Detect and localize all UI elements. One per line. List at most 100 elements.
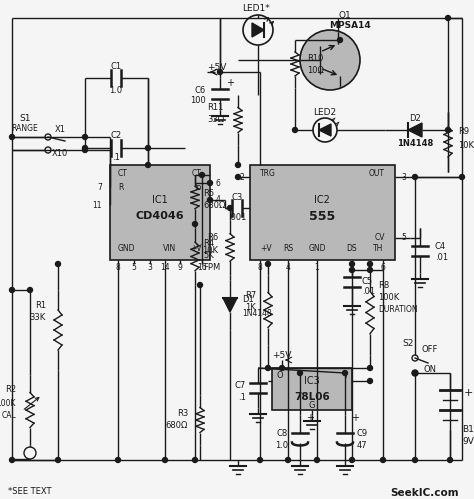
Text: S2: S2 xyxy=(402,338,414,347)
Circle shape xyxy=(315,458,319,463)
Text: IC2: IC2 xyxy=(314,195,330,205)
Circle shape xyxy=(208,181,212,186)
Text: 10Ω: 10Ω xyxy=(307,65,324,74)
Text: MPSA14: MPSA14 xyxy=(329,20,371,29)
Circle shape xyxy=(381,458,385,463)
Text: I: I xyxy=(345,371,347,381)
Circle shape xyxy=(349,458,355,463)
Circle shape xyxy=(200,173,204,178)
Text: B1: B1 xyxy=(462,426,474,435)
Circle shape xyxy=(146,146,151,151)
Text: 10K: 10K xyxy=(458,141,474,150)
Text: +5V: +5V xyxy=(207,62,227,71)
Circle shape xyxy=(292,128,298,133)
Text: CD4046: CD4046 xyxy=(136,211,184,221)
Circle shape xyxy=(446,128,450,133)
Text: CT: CT xyxy=(192,169,202,178)
Text: R1: R1 xyxy=(35,300,46,309)
Text: SeekIC.com: SeekIC.com xyxy=(390,488,459,498)
Text: X1: X1 xyxy=(55,126,65,135)
Polygon shape xyxy=(252,23,264,37)
Text: C5: C5 xyxy=(362,277,373,286)
Text: DS: DS xyxy=(346,244,357,252)
Circle shape xyxy=(298,370,302,376)
Text: 16: 16 xyxy=(197,263,207,272)
Text: +5V: +5V xyxy=(272,351,292,360)
Circle shape xyxy=(236,163,240,168)
Text: RS: RS xyxy=(283,244,293,252)
Text: .01: .01 xyxy=(435,253,448,262)
Circle shape xyxy=(412,458,418,463)
Polygon shape xyxy=(408,123,422,137)
Circle shape xyxy=(280,365,284,370)
Text: CT: CT xyxy=(118,169,128,178)
Text: D1: D1 xyxy=(242,295,254,304)
Text: OFF: OFF xyxy=(422,345,438,354)
Text: TH: TH xyxy=(373,244,383,252)
Circle shape xyxy=(236,175,240,180)
Text: R7: R7 xyxy=(245,290,256,299)
Text: 7: 7 xyxy=(97,183,102,192)
Text: Q1: Q1 xyxy=(338,10,351,19)
Circle shape xyxy=(27,287,33,292)
Text: TRG: TRG xyxy=(260,169,276,178)
Text: D2: D2 xyxy=(409,113,421,122)
Text: 1.0: 1.0 xyxy=(275,441,288,450)
Text: IC3: IC3 xyxy=(304,376,320,386)
Circle shape xyxy=(349,267,355,272)
Circle shape xyxy=(55,261,61,266)
Text: .01: .01 xyxy=(362,287,375,296)
Polygon shape xyxy=(223,298,237,312)
Circle shape xyxy=(163,458,167,463)
Text: 33K: 33K xyxy=(30,312,46,321)
Text: 1: 1 xyxy=(315,263,319,272)
Text: OUT: OUT xyxy=(369,169,385,178)
Circle shape xyxy=(446,15,450,20)
Text: GND: GND xyxy=(118,244,136,252)
Circle shape xyxy=(300,30,360,90)
Text: FPM: FPM xyxy=(203,262,220,271)
Polygon shape xyxy=(319,124,331,136)
Text: 78L06: 78L06 xyxy=(294,392,330,402)
Text: X10: X10 xyxy=(52,149,68,158)
Text: 100: 100 xyxy=(190,95,206,104)
Text: 100K: 100K xyxy=(378,292,399,301)
Text: 5K: 5K xyxy=(203,250,214,259)
Text: 47: 47 xyxy=(357,441,368,450)
Text: 680Ω: 680Ω xyxy=(165,421,188,430)
Text: R5: R5 xyxy=(203,189,214,198)
Text: DURATION: DURATION xyxy=(378,305,418,314)
Text: C1: C1 xyxy=(110,61,121,70)
Text: CV: CV xyxy=(374,234,385,243)
Circle shape xyxy=(367,379,373,384)
Text: fo: fo xyxy=(195,183,202,192)
Text: 100K: 100K xyxy=(0,399,16,408)
Text: 1.0: 1.0 xyxy=(109,85,123,94)
Circle shape xyxy=(192,222,198,227)
Text: 6: 6 xyxy=(381,263,385,272)
Text: R9: R9 xyxy=(458,128,469,137)
Text: C9: C9 xyxy=(357,429,368,438)
Text: G: G xyxy=(309,401,315,410)
Text: R10: R10 xyxy=(307,53,323,62)
Text: C6: C6 xyxy=(195,85,206,94)
Circle shape xyxy=(265,365,271,370)
Text: 4: 4 xyxy=(285,263,291,272)
Bar xyxy=(272,368,352,410)
Text: C3: C3 xyxy=(232,194,243,203)
Text: ON: ON xyxy=(423,365,437,375)
Circle shape xyxy=(412,175,418,180)
Text: +: + xyxy=(226,78,234,88)
Text: +: + xyxy=(306,413,314,423)
Circle shape xyxy=(198,282,202,287)
Circle shape xyxy=(55,458,61,463)
Text: 1N4148: 1N4148 xyxy=(242,308,272,317)
Text: RANGE: RANGE xyxy=(12,123,38,133)
Text: R8: R8 xyxy=(378,280,389,289)
Text: 1N4148: 1N4148 xyxy=(397,140,433,149)
Text: IC1: IC1 xyxy=(152,195,168,205)
Circle shape xyxy=(412,370,418,376)
Circle shape xyxy=(265,261,271,266)
Circle shape xyxy=(82,146,88,151)
Circle shape xyxy=(447,458,453,463)
